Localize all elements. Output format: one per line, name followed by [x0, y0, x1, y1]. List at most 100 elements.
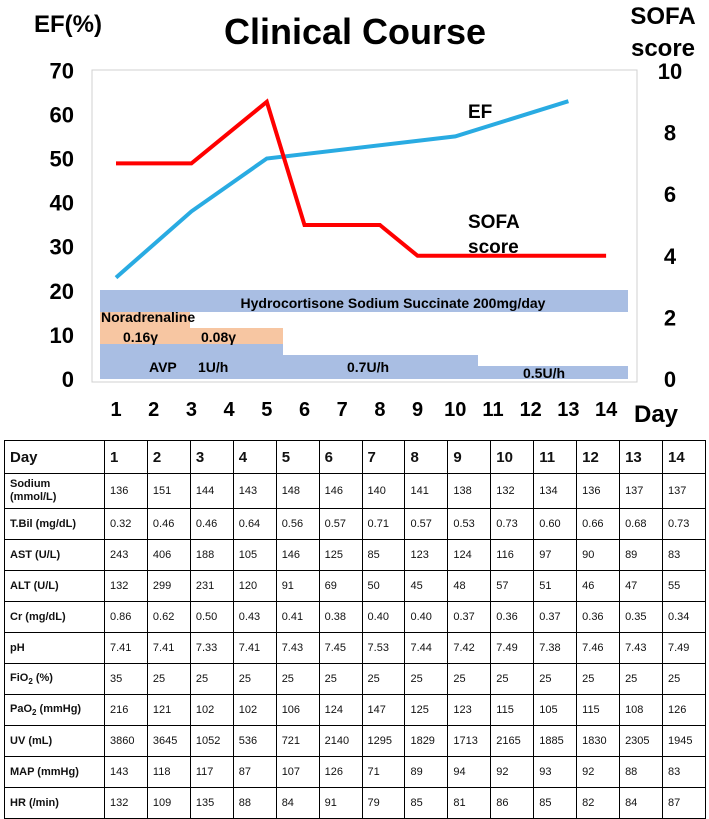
- row-label: HR (/min): [4, 787, 105, 819]
- left-tick-label: 20: [50, 279, 74, 304]
- table-cell: 7.42: [447, 632, 492, 664]
- table-cell: 141: [404, 473, 449, 509]
- table-cell: 1295: [361, 725, 406, 757]
- table-cell: 7.38: [533, 632, 578, 664]
- left-tick-label: 30: [50, 235, 74, 260]
- table-cell: 97: [533, 539, 578, 571]
- table-cell: 25: [404, 663, 449, 695]
- table-cell: 125: [318, 539, 363, 571]
- table-cell: 2305: [619, 725, 663, 757]
- table-cell: 231: [189, 570, 234, 602]
- noradrenaline-bar-2: [190, 328, 283, 344]
- avp-bar-1: [100, 344, 283, 379]
- hydrocortisone-bar: [100, 290, 628, 312]
- table-cell: 0.86: [104, 601, 148, 633]
- table-cell: 46: [576, 570, 621, 602]
- table-cell: 84: [619, 787, 663, 819]
- table-cell: 120: [232, 570, 277, 602]
- table-cell: 0.56: [275, 508, 320, 540]
- table-cell: 136: [104, 473, 148, 509]
- x-tick-label: 11: [482, 399, 503, 421]
- table-cell: 124: [447, 539, 492, 571]
- table-cell: 1829: [404, 725, 449, 757]
- table-cell: 7.53: [361, 632, 406, 664]
- left-axis-ticks: 0 10 20 30 40 50 60 70: [50, 58, 74, 392]
- noradrenaline-bar-1: [100, 312, 190, 344]
- table-cell: 0.60: [533, 508, 578, 540]
- table-header-row: Day 1 2 3 4 5 6 7 8 9 10 11 12 13 14: [4, 440, 707, 474]
- left-axis-title: EF(%): [34, 11, 102, 38]
- table-cell: 45: [404, 570, 449, 602]
- table-cell: 7.46: [576, 632, 621, 664]
- row-label: Sodium (mmol/L): [4, 473, 105, 509]
- table-cell: 536: [232, 725, 277, 757]
- x-tick-label: 7: [337, 399, 348, 421]
- x-tick-label: 13: [557, 399, 579, 421]
- table-cell: 0.64: [232, 508, 277, 540]
- table-cell: 406: [146, 539, 191, 571]
- table-cell: 123: [447, 694, 492, 726]
- drug-bars: [100, 290, 628, 379]
- x-axis-title: Day: [634, 401, 679, 428]
- table-cell: 35: [104, 663, 148, 695]
- avp-bar-3: [478, 366, 628, 379]
- table-cell: 125: [404, 694, 449, 726]
- right-tick-label: 4: [664, 244, 677, 269]
- table-cell: 25: [275, 663, 320, 695]
- table-cell: 102: [232, 694, 277, 726]
- table-cell: 0.36: [576, 601, 621, 633]
- x-tick-label: 5: [261, 399, 272, 421]
- avp-dose-2: 0.7U/h: [347, 359, 389, 375]
- table-cell: 79: [361, 787, 406, 819]
- right-tick-label: 2: [664, 305, 676, 330]
- table-cell: 109: [146, 787, 191, 819]
- table-cell: 7.45: [318, 632, 363, 664]
- table-row: Cr (mg/dL) 0.86 0.62 0.50 0.43 0.41 0.38 0.40 0.…: [4, 601, 707, 633]
- table-row: MAP (mmHg) 143 118 117 87 107 126 71 89 94 92 93 92 8…: [4, 756, 707, 788]
- table-cell: 55: [661, 570, 707, 602]
- table-cell: 115: [576, 694, 621, 726]
- table-cell: 151: [146, 473, 191, 509]
- table-cell: 88: [619, 756, 663, 788]
- table-cell: 124: [318, 694, 363, 726]
- table-cell: 88: [232, 787, 277, 819]
- table-cell: 1713: [447, 725, 492, 757]
- right-tick-label: 6: [664, 182, 676, 207]
- table-cell: 2165: [490, 725, 535, 757]
- x-tick-label: 4: [224, 399, 236, 421]
- header-day-label: Day: [4, 440, 105, 474]
- header-day-cell: 6: [318, 440, 363, 474]
- table-cell: 7.49: [661, 632, 707, 664]
- ef-series-label: EF: [468, 102, 492, 123]
- table-cell: 87: [232, 756, 277, 788]
- sofa-series-label-line1: SOFA: [468, 212, 520, 233]
- table-cell: 138: [447, 473, 492, 509]
- table-cell: 118: [146, 756, 191, 788]
- row-label: UV (mL): [4, 725, 105, 757]
- table-cell: 7.41: [104, 632, 148, 664]
- table-cell: 0.38: [318, 601, 363, 633]
- table-cell: 87: [661, 787, 707, 819]
- table-cell: 132: [104, 787, 148, 819]
- right-tick-label: 10: [658, 59, 682, 84]
- table-row: AST (U/L) 243 406 188 105 146 125 85 123 124 116 97…: [4, 539, 707, 571]
- table-cell: 721: [275, 725, 320, 757]
- table-cell: 83: [661, 539, 707, 571]
- table-cell: 7.41: [146, 632, 191, 664]
- avp-dose-1: 1U/h: [198, 359, 228, 375]
- table-cell: 82: [576, 787, 621, 819]
- table-cell: 3860: [104, 725, 148, 757]
- table-cell: 91: [318, 787, 363, 819]
- table-cell: 7.43: [619, 632, 663, 664]
- noradrenaline-label: Noradrenaline: [101, 309, 195, 325]
- table-cell: 0.71: [361, 508, 406, 540]
- table-cell: 0.35: [619, 601, 663, 633]
- table-cell: 7.33: [189, 632, 234, 664]
- table-cell: 25: [533, 663, 578, 695]
- right-axis-ticks: 0 2 4 6 8 10: [658, 59, 682, 392]
- table-cell: 92: [576, 756, 621, 788]
- series-lines: [114, 98, 607, 280]
- avp-bar-2: [283, 355, 478, 379]
- table-cell: 0.73: [661, 508, 707, 540]
- table-cell: 86: [490, 787, 535, 819]
